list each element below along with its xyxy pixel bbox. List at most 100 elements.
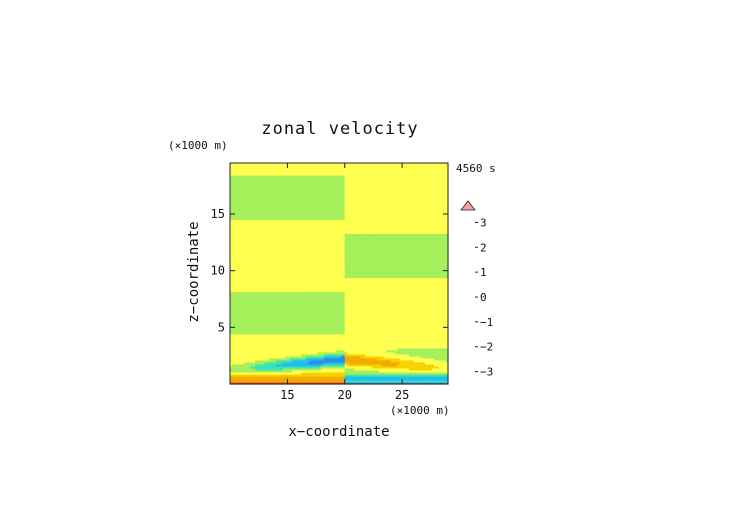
heatmap-cell	[301, 347, 305, 351]
heatmap-cell	[330, 165, 334, 168]
heatmap-cell	[321, 331, 325, 335]
heatmap-cell	[285, 365, 288, 369]
heatmap-cell	[269, 181, 272, 184]
heatmap-cell	[269, 367, 272, 371]
heatmap-cell	[287, 169, 291, 172]
heatmap-cell	[246, 219, 249, 222]
heatmap-cell	[234, 285, 238, 289]
heatmap-cell	[239, 317, 243, 321]
heatmap-cell	[230, 205, 233, 208]
heatmap-cell	[230, 303, 233, 307]
heatmap-cell	[264, 215, 268, 218]
heatmap-cell	[239, 355, 243, 359]
heatmap-cell	[328, 183, 332, 186]
heatmap-cell	[303, 343, 307, 347]
heatmap-cell	[319, 355, 323, 359]
heatmap-cell	[280, 311, 284, 315]
heatmap-cell	[232, 267, 236, 271]
heatmap-cell	[285, 345, 288, 349]
heatmap-cell	[285, 219, 288, 222]
heatmap-cell	[317, 249, 321, 252]
heatmap-cell	[330, 297, 334, 301]
heatmap-cell	[301, 281, 305, 285]
heatmap-cell	[230, 221, 233, 224]
heatmap-cell	[314, 267, 318, 271]
heatmap-cell	[248, 373, 252, 377]
heatmap-cell	[326, 353, 330, 357]
heatmap-cell	[241, 199, 245, 202]
heatmap-cell	[282, 331, 286, 335]
heatmap-cell	[314, 357, 318, 361]
heatmap-cell	[326, 167, 330, 170]
heatmap-cell	[319, 245, 323, 248]
heatmap-cell	[330, 173, 334, 176]
heatmap-cell	[314, 163, 318, 166]
heatmap-cell	[330, 245, 334, 248]
heatmap-cell	[250, 365, 254, 369]
heatmap-cell	[330, 251, 334, 255]
heatmap-cell	[266, 321, 270, 325]
heatmap-cell	[328, 309, 332, 313]
heatmap-cell	[312, 361, 316, 365]
heatmap-cell	[312, 239, 316, 242]
heatmap-cell	[241, 263, 245, 267]
heatmap-cell	[232, 333, 236, 337]
heatmap-cell	[326, 337, 330, 341]
heatmap-cell	[264, 203, 268, 206]
heatmap-cell	[285, 197, 288, 200]
heatmap-cell	[291, 373, 295, 377]
heatmap-cell	[278, 311, 282, 315]
heatmap-cell	[241, 273, 245, 277]
heatmap-cell	[259, 253, 263, 257]
heatmap-cell	[236, 273, 240, 277]
heatmap-cell	[246, 313, 249, 317]
heatmap-cell	[275, 369, 279, 373]
heatmap-cell	[248, 183, 252, 186]
heatmap-cell	[264, 223, 268, 226]
heatmap-cell	[282, 347, 286, 351]
heatmap-cell	[239, 229, 243, 232]
heatmap-cell	[305, 287, 309, 291]
heatmap-cell	[294, 225, 298, 228]
heatmap-cell	[280, 337, 284, 341]
heatmap-cell	[236, 285, 240, 289]
heatmap-cell	[248, 213, 252, 216]
heatmap-cell	[262, 191, 266, 194]
heatmap-cell	[234, 221, 238, 224]
heatmap-cell	[326, 195, 330, 198]
heatmap-cell	[252, 301, 256, 305]
heatmap-cell	[308, 191, 311, 194]
heatmap-cell	[317, 375, 321, 379]
heatmap-cell	[330, 361, 334, 365]
heatmap-cell	[246, 235, 249, 238]
heatmap-cell	[314, 321, 318, 325]
heatmap-cell	[239, 301, 243, 305]
heatmap-cell	[264, 277, 268, 281]
heatmap-cell	[271, 307, 275, 311]
heatmap-cell	[287, 257, 291, 261]
heatmap-cell	[248, 327, 252, 331]
heatmap-cell	[243, 247, 247, 250]
heatmap-cell	[257, 375, 261, 379]
heatmap-cell	[234, 269, 238, 273]
heatmap-cell	[257, 199, 261, 202]
heatmap-cell	[262, 219, 266, 222]
heatmap-cell	[301, 323, 305, 327]
heatmap-cell	[321, 229, 325, 232]
heatmap-cell	[243, 231, 247, 234]
heatmap-cell	[230, 367, 233, 371]
heatmap-cell	[250, 285, 254, 289]
heatmap-cell	[236, 371, 240, 375]
heatmap-cell	[285, 231, 288, 234]
heatmap-cell	[266, 301, 270, 305]
heatmap-cell	[330, 285, 334, 289]
heatmap-cell	[301, 251, 305, 255]
heatmap-cell	[305, 235, 309, 238]
heatmap-cell	[264, 293, 268, 297]
heatmap-cell	[326, 321, 330, 325]
heatmap-cell	[298, 187, 302, 190]
heatmap-cell	[333, 331, 337, 335]
heatmap-cell	[230, 249, 233, 252]
heatmap-cell	[291, 217, 295, 220]
heatmap-cell	[294, 231, 298, 234]
